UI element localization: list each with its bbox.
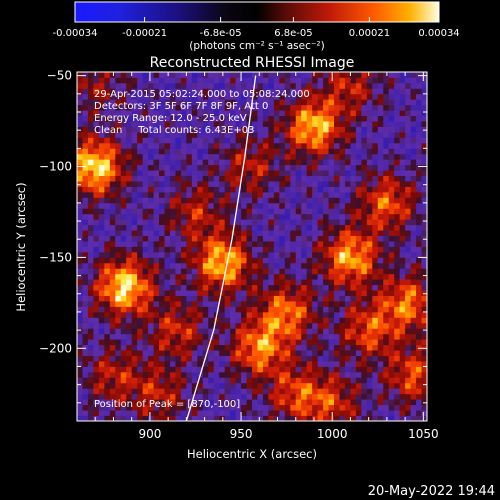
x-axis-label: Heliocentric X (arcsec): [187, 447, 317, 461]
x-tick-label: 1050: [408, 427, 439, 441]
peak-position-label: Position of Peak = [870,-100]: [94, 399, 240, 410]
colorbar-tick-label: -6.8e-05: [200, 28, 242, 39]
colorbar-ticks: -0.00034 -0.00021 -6.8e-05 6.8e-05 0.00021 0.…: [53, 17, 460, 39]
annotation-detectors: Detectors: 3F 5F 6F 7F 8F 9F, Att 0: [94, 101, 268, 112]
colorbar-tick-label: 0.00021: [349, 28, 390, 39]
x-tick-label: 1000: [317, 427, 348, 441]
annotation-energy-range: Energy Range: 12.0 - 25.0 keV: [94, 113, 247, 124]
colorbar-tick-label: -0.00034: [53, 28, 98, 39]
y-tick-label: −100: [39, 160, 72, 174]
annotation-clean-counts: Clean Total counts: 6.43E+03: [94, 125, 254, 136]
annotation-time-range: 29-Apr-2015 05:02:24.000 to 05:08:24.000: [94, 89, 310, 100]
plot-axes: 900 950 1000 1050 −50 −100 −150 −200: [39, 69, 439, 441]
footer-date: 20-May-2022 19:44: [368, 484, 495, 499]
y-tick-label: −150: [39, 250, 72, 264]
colorbar: [74, 1, 440, 23]
y-tick-label: −200: [39, 341, 72, 355]
annotation-block: 29-Apr-2015 05:02:24.000 to 05:08:24.000…: [94, 89, 310, 136]
y-tick-label: −50: [47, 69, 72, 83]
x-tick-label: 950: [230, 427, 253, 441]
colorbar-units-label: (photons cm⁻² s⁻¹ asec⁻²): [189, 40, 324, 52]
colorbar-tick-label: 0.00034: [418, 28, 459, 39]
heatmap-cells: [77, 72, 427, 421]
x-tick-label: 900: [138, 427, 161, 441]
limb-curve: [185, 75, 257, 421]
colorbar-tick-label: 6.8e-05: [274, 28, 312, 39]
colorbar-tick-label: -0.00021: [122, 28, 167, 39]
y-axis-label: Heliocentric Y (arcsec): [14, 182, 28, 311]
plot-frame: [76, 71, 428, 422]
chart-title: Reconstructed RHESSI Image: [150, 55, 355, 71]
